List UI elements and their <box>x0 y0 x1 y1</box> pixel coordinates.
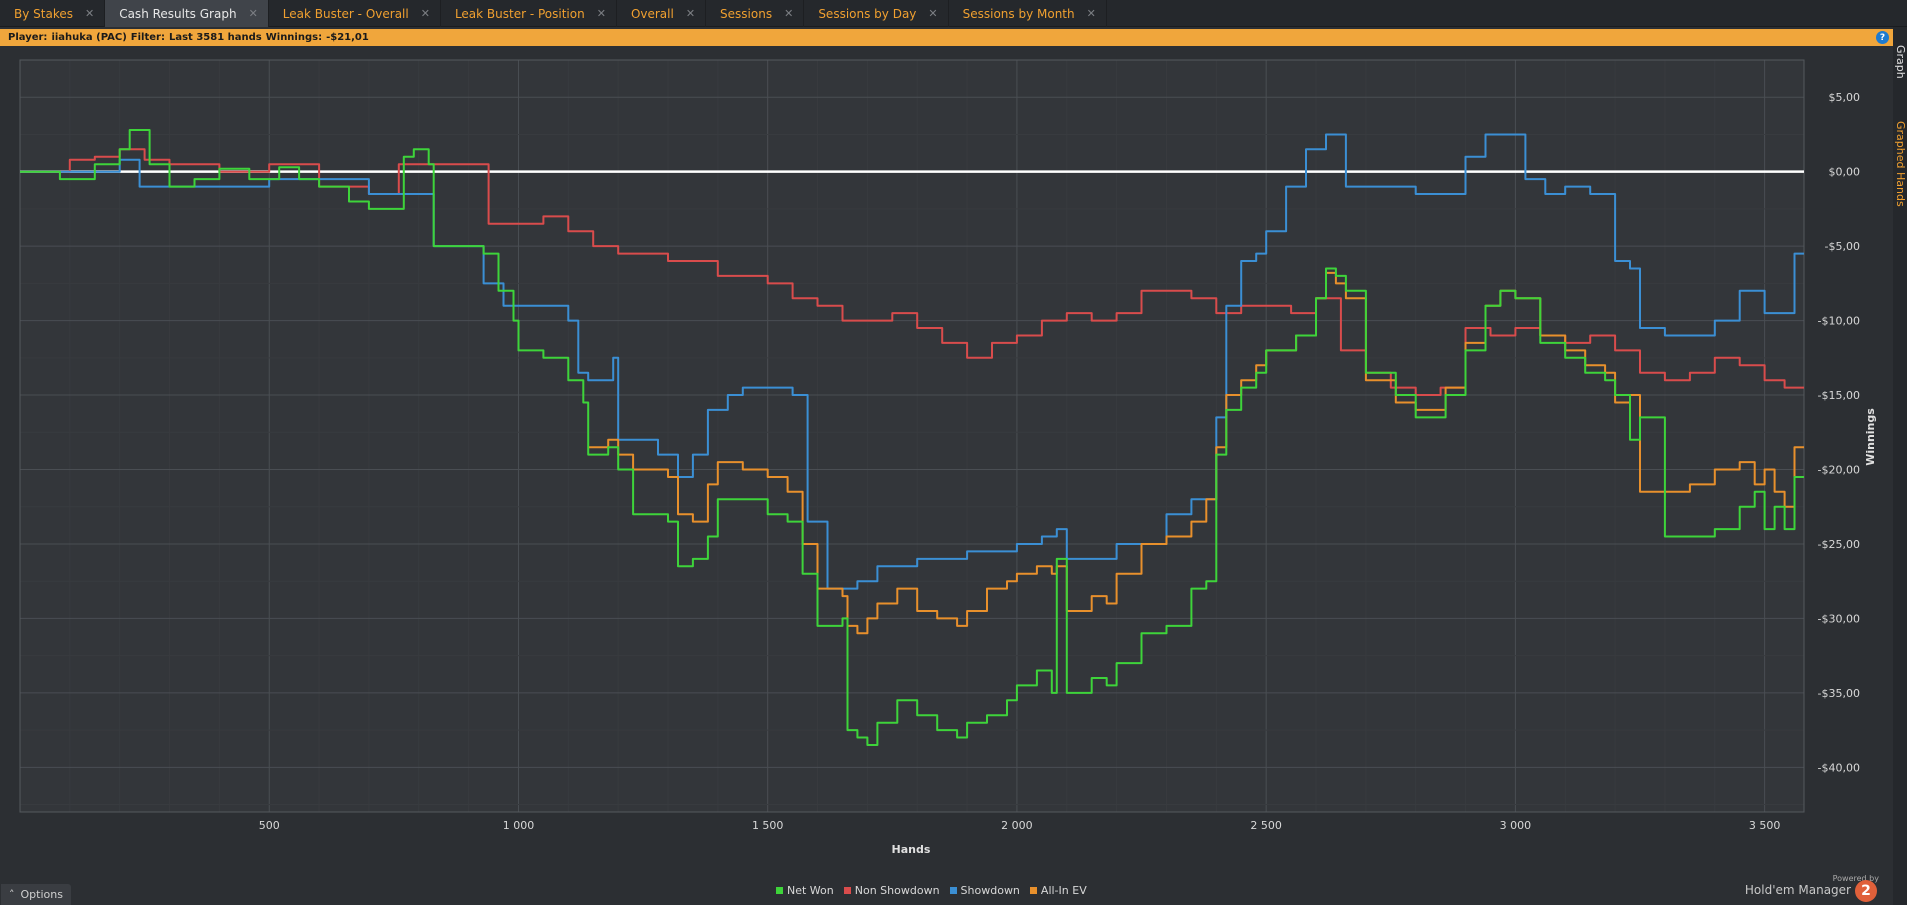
tab-sessions-by-day[interactable]: Sessions by Day ✕ <box>804 0 949 27</box>
close-icon[interactable]: ✕ <box>420 7 430 20</box>
tab-label: Cash Results Graph <box>119 6 237 21</box>
legend-item[interactable]: All-In EV <box>1029 884 1087 897</box>
close-icon[interactable]: ✕ <box>248 7 258 20</box>
close-icon[interactable]: ✕ <box>1086 7 1096 20</box>
close-icon[interactable]: ✕ <box>596 7 606 20</box>
legend-label: Non Showdown <box>854 884 940 897</box>
x-tick-label: 1 000 <box>503 819 535 832</box>
y-tick-label: -$25,00 <box>1818 538 1860 551</box>
player-value: iiahuka (PAC) <box>51 32 127 43</box>
cash-results-chart <box>20 60 1804 812</box>
tab-sessions[interactable]: Sessions ✕ <box>706 0 805 27</box>
legend-swatch <box>949 887 957 894</box>
side-tab-graph[interactable]: Graph <box>1894 45 1907 79</box>
y-tick-label: -$40,00 <box>1818 761 1860 774</box>
legend-label: Net Won <box>787 884 834 897</box>
help-icon[interactable]: ? <box>1876 31 1889 44</box>
x-tick-label: 3 500 <box>1749 819 1781 832</box>
winnings-label: Winnings: <box>265 32 323 43</box>
close-icon[interactable]: ✕ <box>784 7 794 20</box>
legend-item[interactable]: Net Won <box>776 884 834 897</box>
legend-item[interactable]: Showdown <box>949 884 1020 897</box>
tab-overall[interactable]: Overall ✕ <box>617 0 707 27</box>
series-line-showdown <box>20 133 1804 590</box>
options-label: Options <box>20 888 63 901</box>
chart-legend: Net Won Non Showdown Showdown All-In EV <box>776 884 1087 897</box>
series-line-all-in-ev <box>588 271 1804 635</box>
winnings-value: -$21,01 <box>326 32 369 43</box>
tab-label: Sessions <box>720 6 773 21</box>
plot-frame <box>19 59 1805 813</box>
tab-leak-buster-overall[interactable]: Leak Buster - Overall ✕ <box>269 0 441 27</box>
tab-label: Overall <box>630 6 674 21</box>
player-label: Player: <box>8 32 48 43</box>
tab-label: Sessions by Month <box>962 6 1075 21</box>
series-line-net-won <box>20 129 1804 746</box>
filter-value: Last 3581 hands <box>168 32 262 43</box>
y-tick-label: -$15,00 <box>1818 389 1860 402</box>
legend-item[interactable]: Non Showdown <box>843 884 940 897</box>
close-icon[interactable]: ✕ <box>928 7 938 20</box>
tab-label: Leak Buster - Position <box>454 6 585 21</box>
y-tick-label: $0,00 <box>1829 166 1861 179</box>
brand-name: Hold'em Manager <box>1744 883 1851 897</box>
right-side-panel-strip: Graph Graphed Hands <box>1893 27 1907 905</box>
y-tick-label: -$5,00 <box>1825 240 1860 253</box>
options-button[interactable]: ˄ Options <box>1 884 71 905</box>
tab-leak-buster-position[interactable]: Leak Buster - Position ✕ <box>441 0 617 27</box>
tab-bar: By Stakes ✕ Cash Results Graph ✕ Leak Buster… <box>0 0 1907 27</box>
filter-bar: Player: iiahuka (PAC) Filter: Last 3581 … <box>0 29 1893 46</box>
tab-by-stakes[interactable]: By Stakes ✕ <box>0 0 106 27</box>
y-tick-label: -$20,00 <box>1818 464 1860 477</box>
legend-swatch <box>776 887 783 894</box>
filter-label: Filter: <box>130 32 165 43</box>
chevron-up-icon: ˄ <box>9 888 15 901</box>
tab-cash-results-graph[interactable]: Cash Results Graph ✕ <box>105 0 269 27</box>
x-tick-label: 2 500 <box>1250 819 1282 832</box>
legend-label: Showdown <box>960 884 1020 897</box>
x-tick-label: 2 000 <box>1001 819 1033 832</box>
brand-block: Powered by Hold'em Manager <box>1745 874 1879 897</box>
close-icon[interactable]: ✕ <box>84 7 95 20</box>
x-axis-title: Hands <box>892 843 931 856</box>
y-tick-label: -$35,00 <box>1818 687 1860 700</box>
powered-by-text: Powered by <box>1832 874 1879 883</box>
x-tick-label: 1 500 <box>752 819 784 832</box>
side-tab-graphed-hands[interactable]: Graphed Hands <box>1894 121 1907 207</box>
tab-label: Sessions by Day <box>818 6 917 21</box>
y-tick-label: -$10,00 <box>1818 315 1860 328</box>
legend-swatch <box>1029 887 1037 894</box>
legend-swatch <box>843 887 851 894</box>
x-tick-label: 500 <box>259 819 280 832</box>
x-tick-label: 3 000 <box>1500 819 1532 832</box>
close-icon[interactable]: ✕ <box>685 7 696 20</box>
y-axis-title: Winnings <box>1864 408 1877 466</box>
tab-label: By Stakes <box>14 6 73 21</box>
legend-label: All-In EV <box>1040 884 1087 897</box>
tab-label: Leak Buster - Overall <box>282 6 409 21</box>
y-tick-label: $5,00 <box>1829 91 1861 104</box>
tab-sessions-by-month[interactable]: Sessions by Month ✕ <box>949 0 1107 27</box>
series-line-non-showdown <box>20 148 1804 410</box>
hm2-logo-icon: 2 <box>1855 880 1877 902</box>
y-tick-label: -$30,00 <box>1818 612 1860 625</box>
